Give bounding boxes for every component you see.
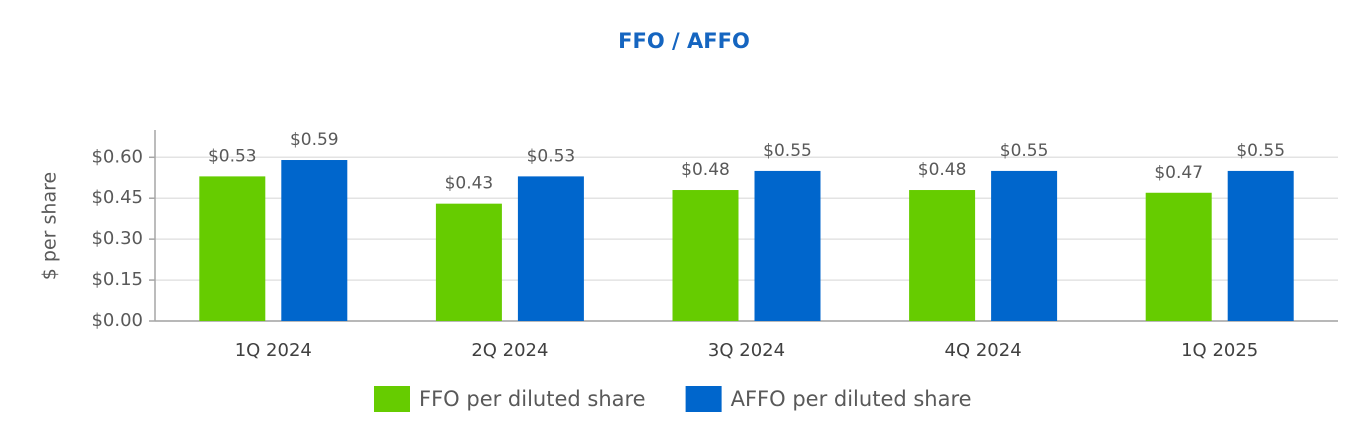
value-label: $0.59 bbox=[290, 130, 339, 150]
value-label: $0.43 bbox=[445, 174, 494, 194]
value-label: $0.53 bbox=[208, 146, 257, 166]
bar bbox=[281, 160, 348, 321]
y-axis-label: $ per share bbox=[39, 172, 61, 280]
x-tick-label: 1Q 2024 bbox=[235, 340, 312, 361]
value-label: $0.48 bbox=[681, 160, 730, 180]
value-label: $0.48 bbox=[918, 160, 967, 180]
legend-label: AFFO per diluted share bbox=[731, 387, 972, 411]
bar bbox=[672, 190, 739, 321]
x-tick-label: 1Q 2025 bbox=[1181, 340, 1258, 361]
y-tick-label: $0.30 bbox=[91, 228, 143, 249]
y-tick-label: $0.00 bbox=[91, 310, 143, 331]
bar bbox=[754, 170, 821, 321]
chart-title: FFO / AFFO bbox=[618, 29, 750, 53]
legend-swatch bbox=[685, 386, 722, 412]
x-tick-label: 2Q 2024 bbox=[471, 340, 548, 361]
value-label: $0.47 bbox=[1154, 163, 1203, 183]
value-label: $0.55 bbox=[1236, 141, 1285, 161]
bar bbox=[1145, 192, 1212, 321]
bar bbox=[1227, 170, 1294, 321]
value-label: $0.55 bbox=[763, 141, 812, 161]
y-tick-label: $0.15 bbox=[91, 269, 143, 290]
legend-label: FFO per diluted share bbox=[419, 387, 646, 411]
bar bbox=[517, 176, 584, 321]
y-tick-label: $0.60 bbox=[91, 146, 143, 167]
legend-swatch bbox=[374, 386, 410, 412]
bar bbox=[909, 190, 976, 321]
bar bbox=[199, 176, 266, 321]
bar bbox=[435, 203, 502, 321]
x-tick-label: 4Q 2024 bbox=[945, 340, 1022, 361]
bar bbox=[991, 170, 1058, 321]
x-tick-label: 3Q 2024 bbox=[708, 340, 785, 361]
value-label: $0.55 bbox=[1000, 141, 1049, 161]
y-tick-label: $0.45 bbox=[91, 187, 143, 208]
value-label: $0.53 bbox=[527, 146, 576, 166]
